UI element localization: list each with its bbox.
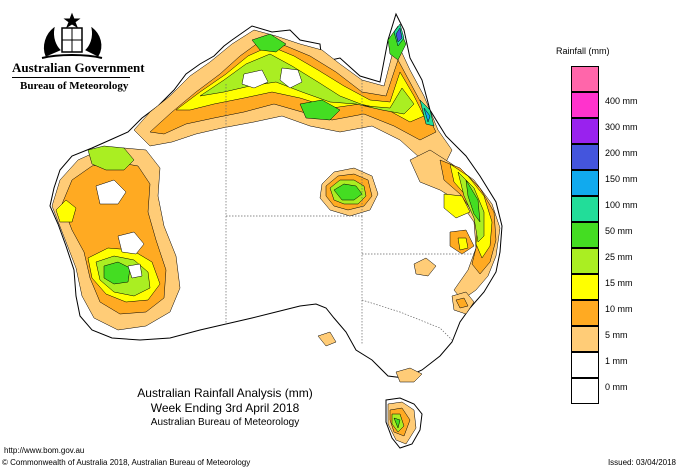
map-period: Week Ending 3rd April 2018 [150,401,300,415]
coat-of-arms-logo [41,12,103,59]
legend-swatch [571,222,599,248]
legend-label: 400 mm [605,96,638,106]
legend-label: 50 mm [605,226,633,236]
legend-swatch [571,196,599,222]
legend-label: 0 mm [605,382,628,392]
legend-swatch [571,352,599,378]
legend-label: 15 mm [605,278,633,288]
map-title: Australian Rainfall Analysis (mm) [137,386,313,400]
legend-label: 200 mm [605,148,638,158]
map-source: Australian Bureau of Meteorology [150,417,300,428]
copyright-notice: © Commonwealth of Australia 2018, Austra… [2,458,251,467]
legend-swatch [571,326,599,352]
legend-swatch [571,66,599,92]
rainfall-north-zone [133,23,453,167]
rainfall-west-zone [51,145,181,331]
legend-swatch [571,92,599,118]
rainfall-tasmania-zone [387,401,417,445]
legend-swatch [571,118,599,144]
legend-label: 10 mm [605,304,633,314]
legend-swatch [571,170,599,196]
government-name: Australian Government [12,60,145,75]
map-title-block: Australian Rainfall Analysis (mm) Week E… [110,386,340,430]
bureau-name: Bureau of Meteorology [20,80,129,92]
legend-title: Rainfall (mm) [556,46,610,56]
state-borders [225,80,474,344]
legend-swatch [571,248,599,274]
website-url: http://www.bom.gov.au [4,446,85,455]
legend-swatch [571,378,599,404]
legend-label: 150 mm [605,174,638,184]
rainfall-east-coast-zone [409,149,501,301]
rainfall-southeast-zone [317,257,475,383]
legend-label: 25 mm [605,252,633,262]
legend-label: 1 mm [605,356,628,366]
legend-label: 100 mm [605,200,638,210]
legend-label: 5 mm [605,330,628,340]
issued-date: Issued: 03/04/2018 [607,458,676,467]
legend-swatch [571,300,599,326]
legend-swatch [571,144,599,170]
legend-swatch [571,274,599,300]
rainfall-central-cell [319,167,379,217]
legend-label: 300 mm [605,122,638,132]
logo-divider [12,77,130,78]
